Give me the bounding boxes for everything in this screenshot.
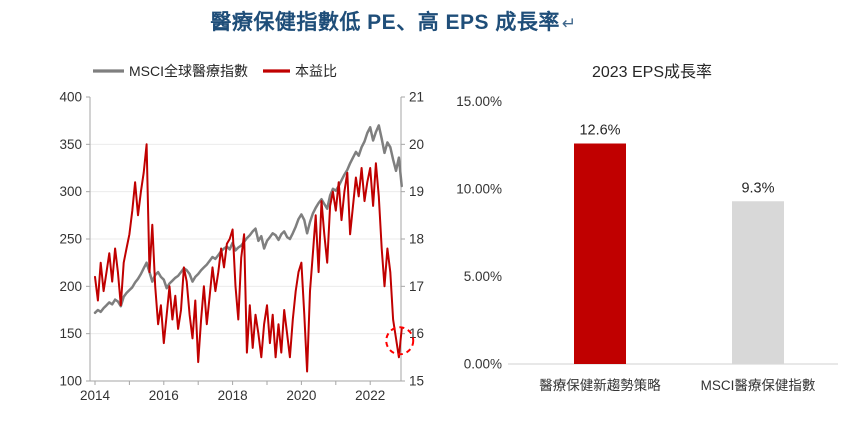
right-axis-tick-label: 18	[409, 232, 424, 247]
left-axis-tick-label: 150	[59, 326, 82, 341]
bar-new-trend-strategy	[574, 143, 626, 364]
left-axis-tick-label: 200	[59, 279, 82, 294]
eps-growth-bar-chart: 2023 EPS成長率 15.00% 10.00% 5.00% 0.00% 12.6% 醫療…	[440, 50, 843, 428]
bar-y-axis-tick-label: 10.00%	[456, 182, 502, 197]
bar-msci-healthcare-index	[732, 201, 784, 364]
right-axis-tick-label: 17	[409, 279, 424, 294]
bar-y-axis-tick-label: 0.00%	[464, 357, 502, 372]
bar-category-label: MSCI醫療保健指數	[701, 377, 816, 393]
right-axis-tick-label: 16	[409, 326, 424, 341]
pe-legend-label: 本益比	[295, 63, 337, 79]
bar-y-axis-tick-label: 5.00%	[464, 269, 502, 284]
left-axis-tick-label: 100	[59, 374, 82, 389]
x-axis-tick-label: 2016	[149, 388, 179, 403]
left-axis-tick-label: 300	[59, 184, 82, 199]
x-axis-tick-label: 2022	[355, 388, 385, 403]
right-axis-tick-label: 15	[409, 374, 424, 389]
pe-endpoint-annotation-circle	[385, 326, 415, 356]
bar-value-label: 9.3%	[741, 180, 774, 196]
x-axis-tick-label: 2018	[218, 388, 248, 403]
page-title: 醫療保健指數低 PE、高 EPS 成長率 ↵	[0, 6, 815, 36]
chart-legend: MSCI全球醫療指數 本益比	[93, 63, 337, 79]
right-axis-tick-label: 21	[409, 90, 424, 105]
bar-value-label: 12.6%	[579, 123, 620, 139]
pe-ratio-line	[94, 143, 403, 373]
bar-chart-title: 2023 EPS成長率	[592, 63, 712, 81]
msci-index-line	[93, 124, 403, 315]
bar-chart-svg: 2023 EPS成長率 15.00% 10.00% 5.00% 0.00% 12.6% 醫療…	[456, 63, 838, 393]
line-chart-svg: MSCI全球醫療指數 本益比 400 350 300 250 200 150 100 21 20 19…	[59, 63, 424, 403]
bar-y-axis-tick-label: 15.00%	[456, 94, 502, 109]
page-title-text: 醫療保健指數低 PE、高 EPS 成長率	[210, 11, 560, 34]
right-axis-tick-label: 20	[409, 137, 424, 152]
right-axis-tick-label: 19	[409, 184, 424, 199]
pe-vs-index-line-chart: MSCI全球醫療指數 本益比 400 350 300 250 200 150 100 21 20 19…	[30, 50, 442, 428]
bar-category-label: 醫療保健新趨勢策略	[539, 377, 661, 393]
paragraph-return-mark: ↵	[561, 14, 577, 33]
x-axis-tick-label: 2020	[286, 388, 316, 403]
left-axis-tick-label: 250	[59, 232, 82, 247]
x-axis-tick-label: 2014	[80, 388, 111, 403]
left-axis-tick-label: 400	[59, 90, 82, 105]
msci-legend-label: MSCI全球醫療指數	[129, 63, 248, 79]
left-axis-tick-label: 350	[59, 137, 82, 152]
